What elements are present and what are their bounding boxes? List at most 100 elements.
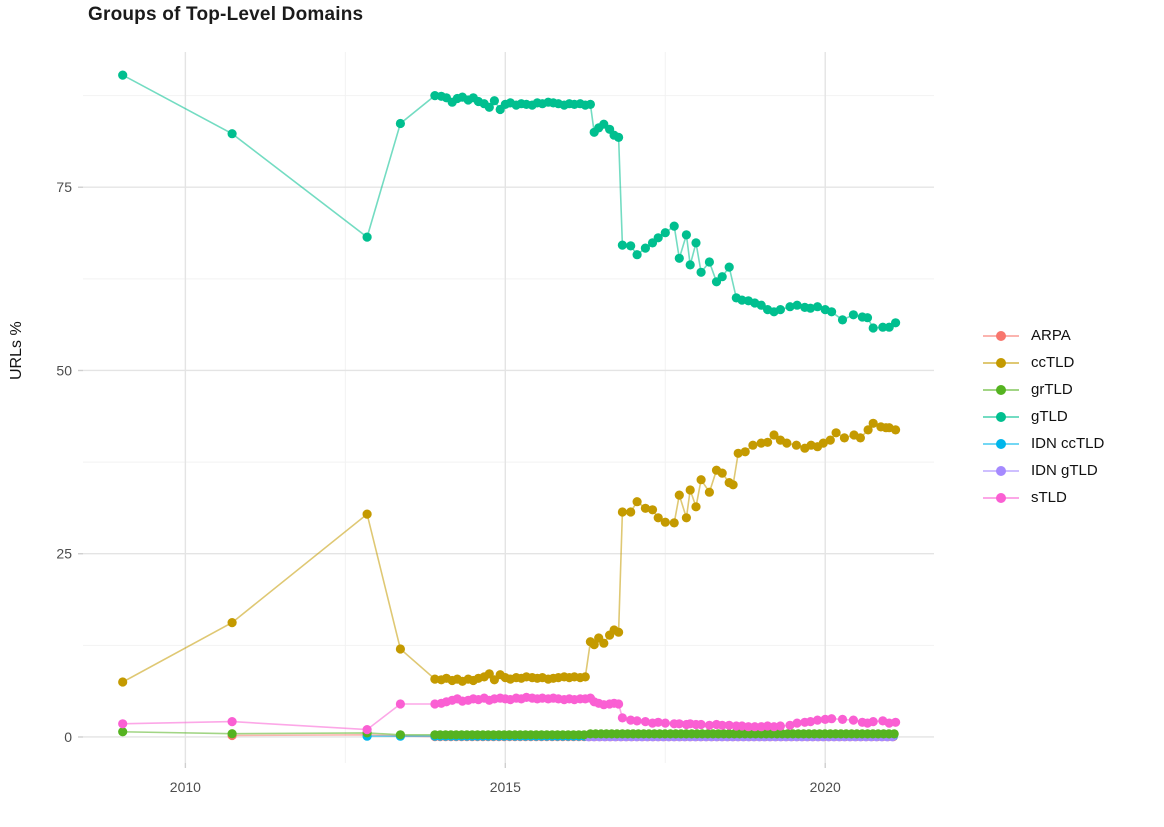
data-point [792, 300, 802, 310]
data-point [118, 677, 128, 687]
legend-key-dot [996, 330, 1006, 341]
data-point [395, 730, 405, 740]
data-point [696, 719, 706, 730]
data-point [674, 490, 684, 500]
data-point [791, 440, 802, 450]
data-point [717, 272, 727, 282]
data-point [640, 717, 651, 727]
data-point [704, 720, 715, 730]
legend-key-icon [983, 437, 1019, 451]
data-point [395, 644, 405, 654]
chart-title: Groups of Top-Level Domains [88, 4, 364, 25]
data-point [717, 468, 727, 478]
data-point [775, 305, 786, 315]
data-point [632, 497, 642, 507]
data-point [696, 475, 706, 485]
series-line-gTLD [122, 74, 897, 329]
legend-label: IDN gTLD [1031, 462, 1098, 479]
data-point [831, 428, 841, 438]
data-point [614, 627, 624, 637]
legend-item-stld: sTLD [983, 484, 1104, 511]
legend-item-cctld: ccTLD [983, 349, 1104, 376]
data-point [848, 310, 859, 320]
legend-item-gtld: gTLD [983, 403, 1104, 430]
data-point [484, 102, 494, 112]
data-point [748, 440, 758, 450]
data-point [653, 717, 663, 727]
legend-key-dot [996, 438, 1006, 449]
data-point [614, 132, 624, 142]
data-point [685, 260, 695, 270]
legend-item-idn-cctld: IDN ccTLD [983, 430, 1104, 457]
y-tick-label: 75 [56, 179, 72, 195]
data-point [827, 307, 837, 317]
data-point [617, 507, 628, 517]
data-point [660, 718, 670, 728]
legend-label: sTLD [1031, 489, 1067, 506]
data-point [227, 129, 237, 139]
legend-key-dot [996, 411, 1006, 422]
data-point [878, 322, 888, 332]
data-point [599, 638, 609, 648]
data-point [728, 480, 738, 490]
data-point [227, 717, 237, 727]
legend-key-icon [983, 356, 1019, 370]
data-point [632, 250, 642, 260]
data-point [669, 221, 679, 231]
legend-key-dot [996, 492, 1006, 503]
data-point [862, 313, 873, 323]
x-tick-label: 2015 [490, 779, 521, 795]
data-point [837, 714, 848, 725]
y-tick-label: 0 [64, 729, 72, 745]
data-point [792, 718, 802, 728]
data-point [362, 232, 372, 242]
legend-key-icon [983, 491, 1019, 505]
data-point [785, 720, 795, 730]
data-point [626, 507, 636, 517]
data-point [785, 302, 795, 312]
data-point [848, 715, 859, 725]
x-tick-label: 2020 [810, 779, 841, 795]
legend-label: IDN ccTLD [1031, 435, 1105, 452]
legend-label: ARPA [1031, 327, 1071, 344]
data-point [685, 485, 695, 495]
data-point [868, 717, 878, 727]
data-point [691, 238, 701, 248]
legend-key-icon [983, 383, 1019, 397]
data-point [724, 720, 734, 730]
data-point [660, 517, 670, 527]
data-point [704, 257, 715, 267]
data-point [653, 513, 663, 523]
data-point [614, 699, 624, 709]
data-point [805, 717, 816, 727]
data-point [750, 722, 760, 732]
data-point [717, 720, 727, 730]
data-point [118, 727, 128, 737]
data-point [704, 487, 715, 497]
y-tick-label: 25 [56, 546, 72, 562]
legend-item-idn-gtld: IDN gTLD [983, 457, 1104, 484]
data-point [227, 729, 237, 739]
data-point [891, 318, 901, 328]
data-point [740, 447, 750, 457]
data-point [782, 438, 792, 448]
data-point [839, 433, 850, 443]
data-point [733, 448, 743, 458]
data-point [362, 725, 372, 735]
data-point [884, 322, 894, 332]
legend-item-grtld: grTLD [983, 376, 1104, 403]
data-point [118, 70, 128, 80]
legend-key-dot [996, 357, 1006, 368]
data-point [632, 716, 642, 726]
data-point [691, 502, 701, 512]
legend-label: ccTLD [1031, 354, 1075, 371]
y-tick-label: 50 [56, 362, 72, 378]
data-point [640, 243, 651, 253]
data-point [855, 433, 866, 443]
data-point [580, 672, 590, 682]
data-point [669, 518, 679, 528]
data-point [395, 118, 405, 129]
data-point [227, 618, 237, 628]
